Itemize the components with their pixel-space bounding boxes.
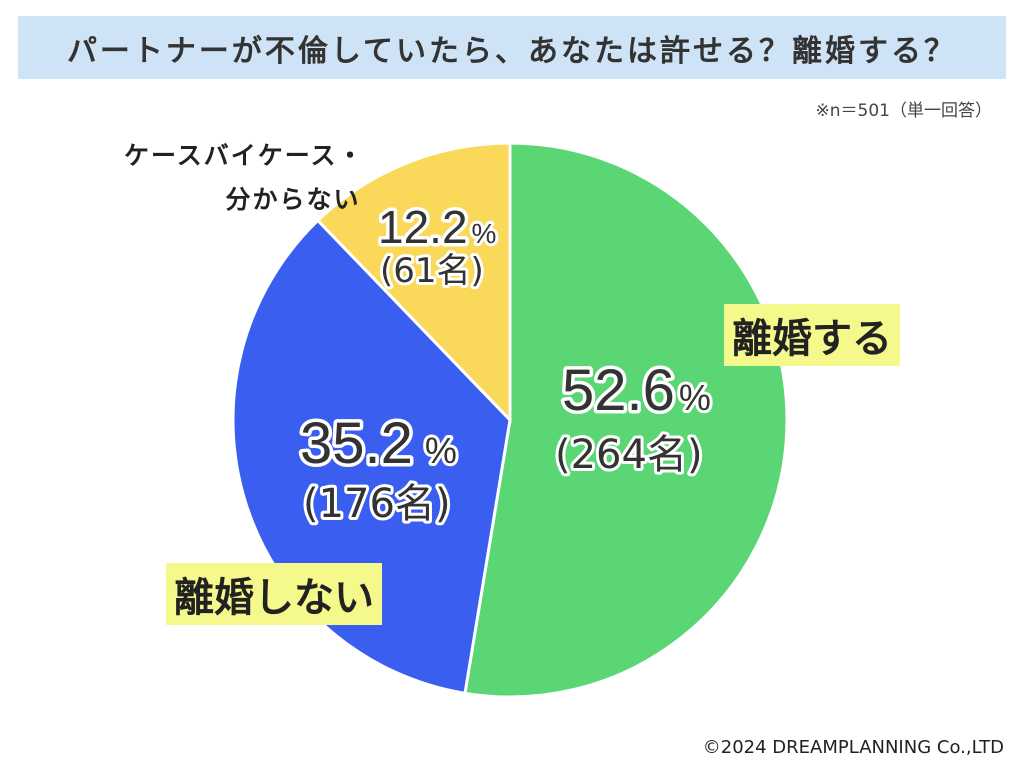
value-case-sign: %: [472, 218, 497, 249]
title-bar: パートナーが不倫していたら、あなたは許せる？離婚する？: [18, 16, 1006, 79]
slice-case-by-case: [315, 141, 512, 424]
label-divorce-text: 離婚する: [732, 316, 892, 362]
value-divorce-count: (264名): [555, 432, 703, 478]
value-no-divorce-percent: 35.2: [300, 411, 413, 476]
value-no-divorce-sign: %: [425, 430, 457, 471]
value-case-count: (61名): [380, 251, 484, 291]
slice-divorce: [463, 141, 789, 699]
label-no-divorce: 離婚しない: [166, 563, 382, 625]
copyright: ©2024 DREAMPLANNING Co.,LTD: [702, 737, 1004, 758]
value-case-percent: 12.2: [378, 201, 468, 253]
label-case-line2: 分からない: [225, 185, 361, 214]
value-no-divorce-count: (176名): [303, 481, 451, 527]
chart-title: パートナーが不倫していたら、あなたは許せる？離婚する？: [66, 33, 958, 69]
label-no-divorce-text: 離婚しない: [174, 575, 374, 621]
label-divorce: 離婚する: [724, 304, 900, 366]
value-divorce-sign: %: [679, 377, 711, 418]
label-case-by-case: ケースバイケース・ 分からない: [124, 134, 365, 222]
value-divorce-percent: 52.6: [562, 358, 675, 423]
sample-note: ※n＝501（単一回答）: [815, 101, 992, 121]
label-case-line1: ケースバイケース・: [124, 141, 365, 170]
